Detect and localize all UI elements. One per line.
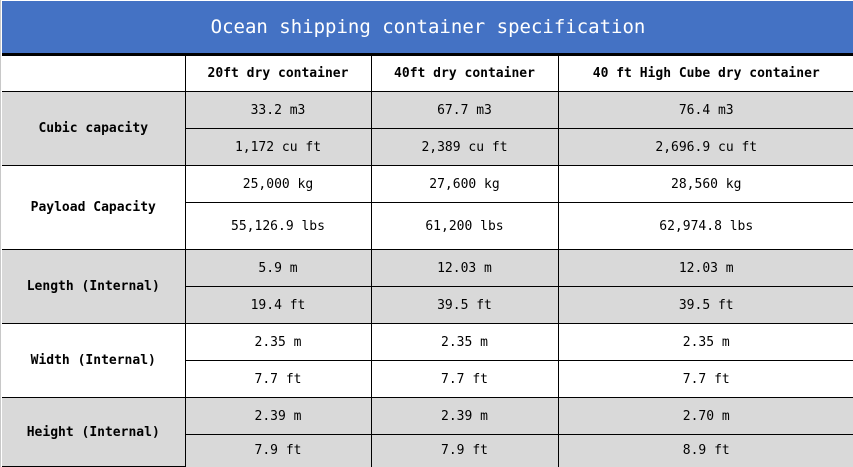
cell: 7.7 ft [557, 360, 853, 398]
cell: 62,974.8 lbs [557, 202, 853, 250]
row-label-height: Height (Internal) [2, 397, 186, 467]
cell: 27,600 kg [370, 165, 559, 203]
cell: 12.03 m [370, 249, 559, 287]
cell: 61,200 lbs [370, 202, 559, 250]
cell: 39.5 ft [370, 286, 559, 324]
row-label-cubic-capacity: Cubic capacity [2, 91, 186, 166]
table-row: 19.4 ft 39.5 ft 39.5 ft [2, 286, 853, 324]
cell: 12.03 m [557, 249, 853, 287]
cell: 7.9 ft [184, 434, 372, 467]
cell: 2.35 m [557, 323, 853, 361]
cell: 55,126.9 lbs [184, 202, 372, 250]
cell: 2,389 cu ft [370, 128, 559, 166]
header-40ft-hc: 40 ft High Cube dry container [557, 55, 853, 92]
cell: 19.4 ft [184, 286, 372, 324]
cell: 2.39 m [184, 397, 372, 435]
cell: 39.5 ft [557, 286, 853, 324]
cell: 7.7 ft [370, 360, 559, 398]
table-title: Ocean shipping container specification [2, 1, 853, 55]
cell: 76.4 m3 [557, 91, 853, 129]
table-row: Cubic capacity 33.2 m3 67.7 m3 76.4 m3 [2, 91, 853, 166]
spec-table: 20ft dry container 40ft dry container 40… [2, 55, 853, 467]
cell: 28,560 kg [557, 165, 853, 203]
cell: 8.9 ft [557, 434, 853, 467]
row-label-length: Length (Internal) [2, 249, 186, 324]
cell: 2,696.9 cu ft [557, 128, 853, 166]
cell: 33.2 m3 [184, 91, 372, 129]
table-row: 7.7 ft 7.7 ft 7.7 ft [2, 360, 853, 398]
cell: 5.9 m [184, 249, 372, 287]
cell: 2.35 m [370, 323, 559, 361]
table-row: Length (Internal) 5.9 m 12.03 m 12.03 m [2, 249, 853, 324]
table-row: Width (Internal) 2.35 m 2.35 m 2.35 m [2, 323, 853, 398]
header-corner [2, 55, 186, 92]
table-row: Height (Internal) 2.39 m 2.39 m 2.70 m [2, 397, 853, 467]
table-row: 55,126.9 lbs 61,200 lbs 62,974.8 lbs [2, 202, 853, 250]
cell: 25,000 kg [184, 165, 372, 203]
table-row: Payload Capacity 25,000 kg 27,600 kg 28,… [2, 165, 853, 250]
table-row: 1,172 cu ft 2,389 cu ft 2,696.9 cu ft [2, 128, 853, 166]
row-label-payload-capacity: Payload Capacity [2, 165, 186, 250]
header-row: 20ft dry container 40ft dry container 40… [2, 55, 853, 92]
cell: 2.35 m [184, 323, 372, 361]
table-row: 7.9 ft 7.9 ft 8.9 ft [2, 434, 853, 467]
cell: 2.39 m [370, 397, 559, 435]
header-20ft: 20ft dry container [184, 55, 372, 92]
cell: 1,172 cu ft [184, 128, 372, 166]
cell: 2.70 m [557, 397, 853, 435]
header-40ft: 40ft dry container [370, 55, 559, 92]
row-label-width: Width (Internal) [2, 323, 186, 398]
cell: 7.7 ft [184, 360, 372, 398]
cell: 67.7 m3 [370, 91, 559, 129]
cell: 7.9 ft [370, 434, 559, 467]
